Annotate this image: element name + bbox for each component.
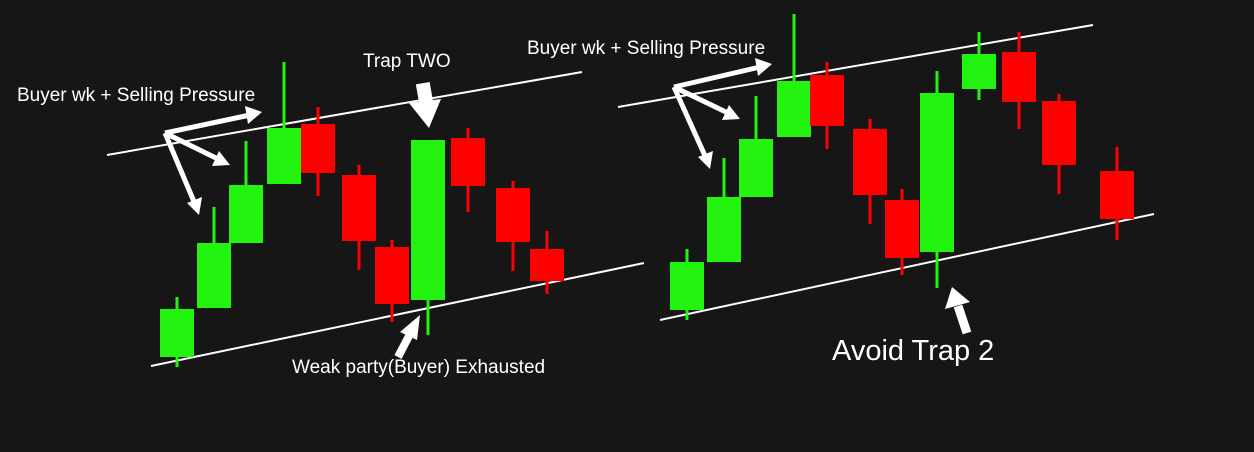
- candle-body: [707, 197, 741, 262]
- left-candle-8: [411, 140, 445, 335]
- left-candle-9: [451, 128, 485, 212]
- candle-body: [451, 138, 485, 186]
- left-candle-6: [342, 165, 376, 270]
- right-candle-9: [962, 32, 996, 100]
- avoid-trap-label: Avoid Trap 2: [832, 335, 994, 367]
- trap-two-label: Trap TWO: [363, 51, 451, 72]
- candle-body: [301, 124, 335, 173]
- candle-body: [530, 249, 564, 281]
- left-buyer-arrows: [162, 106, 262, 215]
- right-panel: Buyer wk + Selling Pressure Avoid Trap 2: [527, 14, 1155, 367]
- right-candle-3: [739, 96, 773, 197]
- candle-wick: [792, 14, 796, 81]
- trap-two-arrow: [409, 81, 441, 128]
- right-candle-8: [920, 71, 954, 288]
- right-candle-5: [810, 62, 844, 149]
- candle-body: [229, 185, 263, 243]
- right-candle-7: [885, 189, 919, 275]
- candle-body: [1002, 52, 1036, 102]
- right-buyer-label: Buyer wk + Selling Pressure: [527, 38, 765, 59]
- weak-party-label: Weak party(Buyer) Exhausted: [292, 357, 545, 378]
- right-candles: [670, 14, 1134, 320]
- right-buyer-arrows: [671, 58, 772, 169]
- right-candle-4: [777, 14, 811, 137]
- left-candle-3: [229, 141, 263, 243]
- right-upper-channel-line: [617, 24, 1094, 108]
- candle-body: [1042, 101, 1076, 165]
- candle-body: [1100, 171, 1134, 219]
- candle-body: [496, 188, 530, 242]
- avoid-trap-arrow: [945, 287, 972, 335]
- right-candle-2: [707, 158, 741, 262]
- right-candle-11: [1042, 94, 1076, 194]
- candle-body: [853, 129, 887, 195]
- left-candle-7: [375, 240, 409, 322]
- right-candle-6: [853, 119, 887, 224]
- left-buyer-label: Buyer wk + Selling Pressure: [17, 85, 255, 106]
- candle-body: [962, 54, 996, 89]
- candle-body: [342, 175, 376, 241]
- candle-body: [777, 81, 811, 137]
- left-panel: Trap TWO Buyer wk + Selling Pressure Wea…: [17, 51, 645, 378]
- right-candle-1: [670, 249, 704, 320]
- left-candle-10: [496, 181, 530, 271]
- candle-body: [670, 262, 704, 310]
- left-candle-1: [160, 297, 194, 367]
- left-candles: [160, 62, 564, 367]
- candle-body: [160, 309, 194, 357]
- right-lower-channel-line: [659, 213, 1155, 321]
- candle-body: [885, 200, 919, 258]
- weak-party-arrow: [394, 315, 420, 359]
- left-candle-11: [530, 231, 564, 294]
- candle-body: [197, 243, 231, 308]
- candle-body: [267, 128, 301, 184]
- left-candle-4: [267, 62, 301, 184]
- left-candle-2: [197, 207, 231, 308]
- right-candle-12: [1100, 147, 1134, 240]
- candle-body: [920, 93, 954, 252]
- candle-body: [411, 140, 445, 300]
- left-candle-5: [301, 107, 335, 196]
- right-candle-10: [1002, 32, 1036, 129]
- candle-body: [739, 139, 773, 197]
- candle-wick: [282, 62, 286, 128]
- candle-body: [810, 75, 844, 126]
- candle-body: [375, 247, 409, 304]
